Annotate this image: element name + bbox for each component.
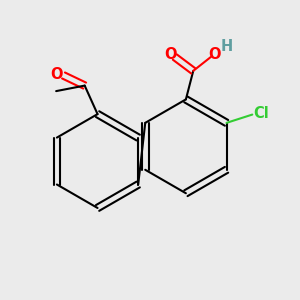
Text: O: O [164,47,176,62]
Text: H: H [220,39,232,54]
Text: Cl: Cl [254,106,269,121]
Text: O: O [208,47,221,62]
Text: O: O [50,67,63,82]
